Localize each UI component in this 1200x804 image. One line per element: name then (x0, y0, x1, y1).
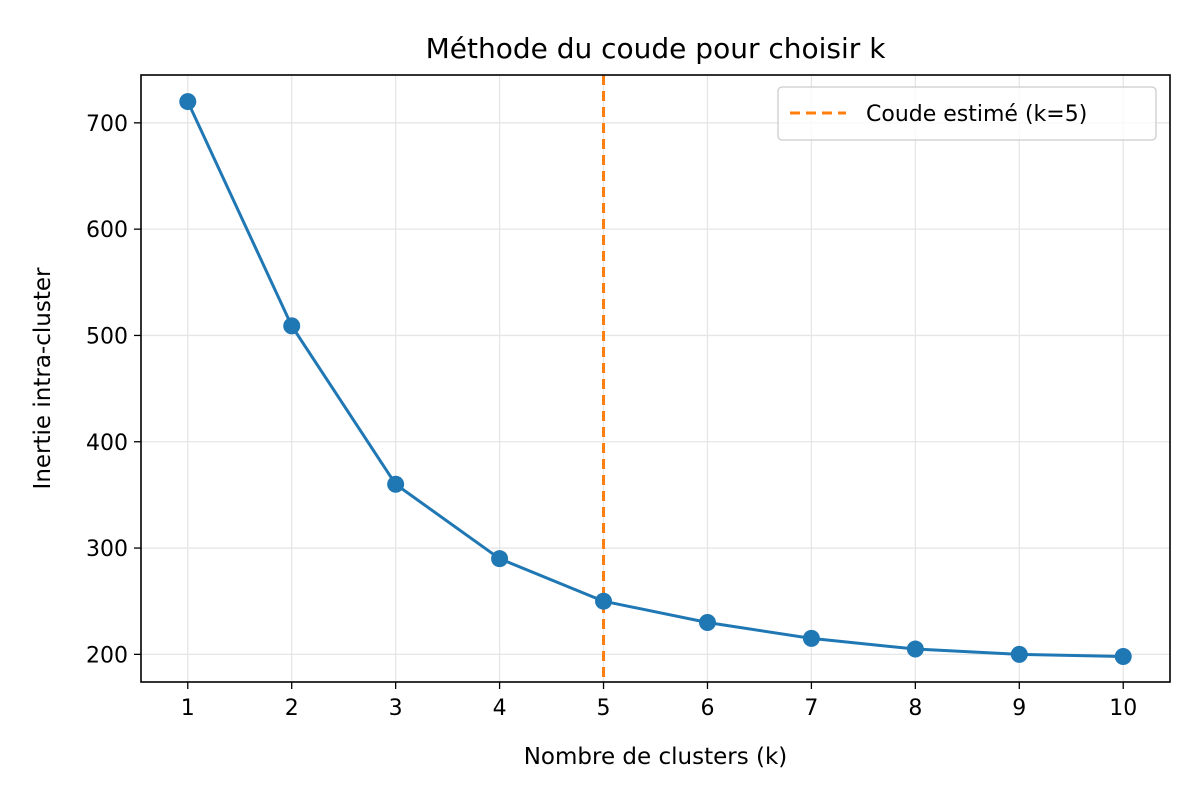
x-tick-label: 9 (1012, 696, 1026, 721)
data-point (387, 475, 405, 493)
y-tick-label: 200 (86, 643, 128, 668)
data-point (491, 550, 509, 568)
x-tick-label: 4 (493, 696, 507, 721)
x-axis-label: Nombre de clusters (k) (524, 744, 788, 770)
y-axis-ticks: 200 300 400 500 600 700 (86, 112, 141, 668)
data-point (179, 93, 197, 111)
x-tick-label: 3 (389, 696, 403, 721)
y-axis-label: Inertie intra-cluster (30, 267, 56, 489)
data-point (1114, 647, 1132, 665)
x-tick-label: 1 (181, 696, 195, 721)
x-axis-ticks: 1 2 3 4 5 6 7 8 9 10 (181, 682, 1137, 721)
x-tick-label: 7 (804, 696, 818, 721)
y-tick-label: 500 (86, 324, 128, 349)
data-point (283, 317, 301, 335)
x-tick-label: 10 (1109, 696, 1137, 721)
y-tick-label: 300 (86, 537, 128, 562)
plot-area-frame (140, 74, 1171, 683)
x-tick-label: 2 (285, 696, 299, 721)
data-point (906, 640, 924, 658)
legend-label: Coude estimé (k=5) (866, 102, 1087, 127)
x-tick-label: 6 (700, 696, 714, 721)
y-tick-label: 400 (86, 431, 128, 456)
x-tick-label: 5 (597, 696, 611, 721)
legend: Coude estimé (k=5) (777, 86, 1157, 141)
series-line (186, 100, 1125, 658)
x-tick-label: 8 (908, 696, 922, 721)
y-tick-label: 600 (86, 218, 128, 243)
y-tick-label: 700 (86, 112, 128, 137)
data-point (595, 592, 613, 610)
data-point (802, 629, 820, 647)
series-layer (179, 93, 1132, 665)
data-point (1010, 645, 1028, 663)
legend-box (777, 86, 1157, 141)
chart-title: Méthode du coude pour choisir k (426, 32, 887, 65)
data-point (698, 613, 716, 631)
